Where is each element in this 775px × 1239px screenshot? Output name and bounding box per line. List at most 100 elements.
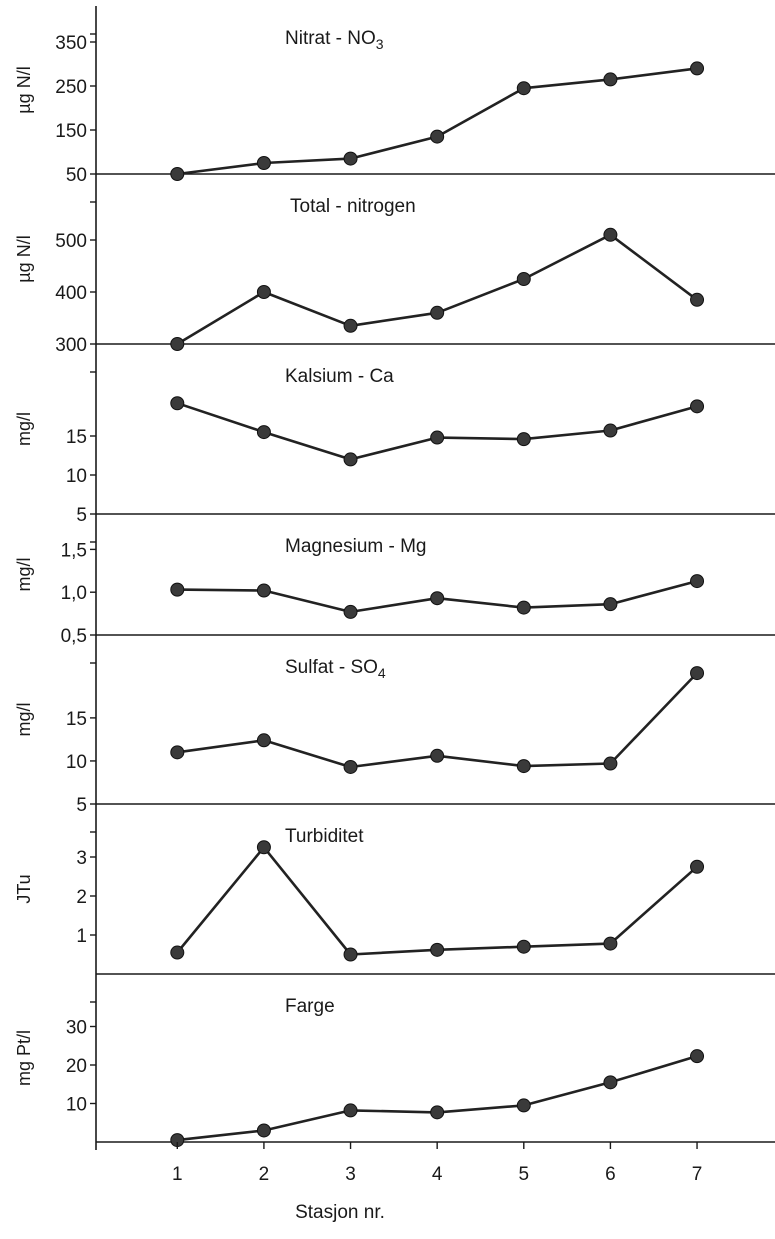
- data-point: [256, 1123, 271, 1138]
- y-axis-label: µg N/l: [14, 66, 34, 113]
- y-tick-label: 10: [66, 752, 87, 773]
- panel-title: Total - nitrogen: [290, 196, 416, 217]
- data-point: [343, 947, 358, 962]
- data-point: [516, 432, 531, 447]
- data-point: [170, 945, 185, 960]
- y-tick-label: 0,5: [61, 626, 87, 647]
- y-tick-label: 300: [55, 335, 87, 356]
- panel-title: Farge: [285, 996, 335, 1017]
- y-tick-label: 250: [55, 77, 87, 98]
- data-point: [516, 272, 531, 286]
- y-tick-label: 1,0: [61, 583, 87, 604]
- data-point: [690, 1049, 705, 1064]
- data-point: [170, 745, 185, 760]
- data-point: [603, 72, 618, 87]
- series-line: [176, 845, 698, 956]
- y-tick-label: 1: [76, 926, 87, 947]
- y-tick-label: 15: [66, 427, 87, 448]
- data-point: [343, 604, 358, 619]
- data-point: [343, 759, 358, 774]
- data-point: [603, 756, 618, 771]
- data-point: [603, 936, 618, 951]
- x-axis-label: Stasjon nr.: [295, 1202, 385, 1223]
- data-point: [690, 666, 705, 681]
- y-tick-label: 5: [76, 795, 87, 816]
- data-point: [256, 425, 271, 440]
- y-tick-label: 10: [66, 1095, 87, 1116]
- y-tick-label: 400: [55, 283, 87, 304]
- y-tick-label: 10: [66, 466, 87, 487]
- data-point: [430, 305, 445, 320]
- chart-panels: 50 150 250 350 µg N/l Nitrat - NO3 300 400 500 µg…: [14, 6, 775, 1148]
- data-point: [603, 227, 618, 242]
- y-axis-label: µg N/l: [14, 235, 34, 282]
- y-tick-label: 15: [66, 709, 87, 730]
- series-line: [177, 67, 698, 176]
- data-point: [256, 733, 271, 748]
- data-point: [516, 939, 531, 954]
- data-point: [430, 430, 445, 445]
- data-point: [343, 452, 358, 467]
- data-point: [170, 167, 185, 181]
- panel-5: 5 10 15 mg/l Sulfat - SO4: [14, 635, 775, 816]
- x-axis: 1 2 3 4 5 6 7: [95, 1142, 703, 1185]
- y-tick-label: 150: [55, 121, 87, 142]
- y-axis-label: mg/l: [14, 557, 34, 591]
- data-point: [603, 1075, 618, 1090]
- y-axis-label: mg Pt/l: [14, 1030, 34, 1086]
- y-tick-label: 30: [66, 1018, 87, 1039]
- panel-title: Kalsium - Ca: [285, 366, 394, 387]
- data-point: [343, 318, 358, 333]
- x-tick-label: 2: [259, 1164, 270, 1185]
- panel-4: 0,5 1,0 1,5 mg/l Magnesium - Mg: [14, 514, 775, 647]
- data-point: [690, 574, 705, 589]
- data-point: [343, 1103, 358, 1118]
- x-tick-label: 5: [519, 1164, 530, 1185]
- y-tick-label: 2: [76, 887, 87, 908]
- x-tick-label: 4: [432, 1164, 443, 1185]
- series-line: [176, 233, 698, 346]
- data-point: [516, 600, 531, 615]
- series-line: [177, 1054, 698, 1142]
- data-point: [430, 591, 445, 606]
- y-tick-label: 1,5: [61, 540, 87, 561]
- data-point: [603, 597, 618, 612]
- panel-title-subscript: 3: [376, 36, 384, 52]
- panel-2: 300 400 500 µg N/l Total - nitrogen: [14, 174, 775, 356]
- data-point: [170, 337, 185, 351]
- panel-3: 5 10 15 mg/l Kalsium - Ca: [14, 344, 775, 526]
- data-point: [170, 396, 185, 411]
- x-tick-label: 1: [172, 1164, 183, 1185]
- panel-1: 50 150 250 350 µg N/l Nitrat - NO3: [14, 6, 775, 186]
- data-point: [690, 399, 705, 414]
- data-point: [430, 748, 445, 763]
- data-point: [690, 61, 705, 76]
- data-point: [430, 1105, 445, 1120]
- x-tick-label: 6: [605, 1164, 616, 1185]
- y-tick-label: 3: [76, 848, 87, 869]
- data-point: [690, 859, 705, 874]
- panel-title: Turbiditet: [285, 826, 364, 847]
- panel-title: Nitrat - NO3: [285, 28, 384, 52]
- y-axis-label: mg/l: [14, 412, 34, 446]
- panel-title: Magnesium - Mg: [285, 536, 427, 557]
- panel-6: 1 2 3 JTu Turbiditet: [14, 804, 775, 975]
- data-point: [516, 1098, 531, 1113]
- y-axis-label: mg/l: [14, 702, 34, 736]
- y-tick-label: 500: [55, 231, 87, 252]
- x-tick-label: 7: [692, 1164, 703, 1185]
- panel-title-subscript: 4: [378, 665, 386, 681]
- panel-title: Sulfat - SO4: [285, 657, 386, 681]
- panel-7: 10 20 30 mg Pt/l Farge: [14, 974, 775, 1148]
- data-point: [516, 759, 531, 774]
- x-tick-label: 3: [345, 1164, 356, 1185]
- y-axis-label: JTu: [14, 874, 34, 903]
- data-point: [430, 942, 445, 957]
- y-tick-label: 50: [66, 165, 87, 186]
- data-point: [170, 582, 185, 597]
- data-point: [256, 840, 271, 855]
- data-point: [690, 292, 705, 307]
- y-tick-label: 5: [76, 505, 87, 526]
- data-point: [343, 151, 358, 166]
